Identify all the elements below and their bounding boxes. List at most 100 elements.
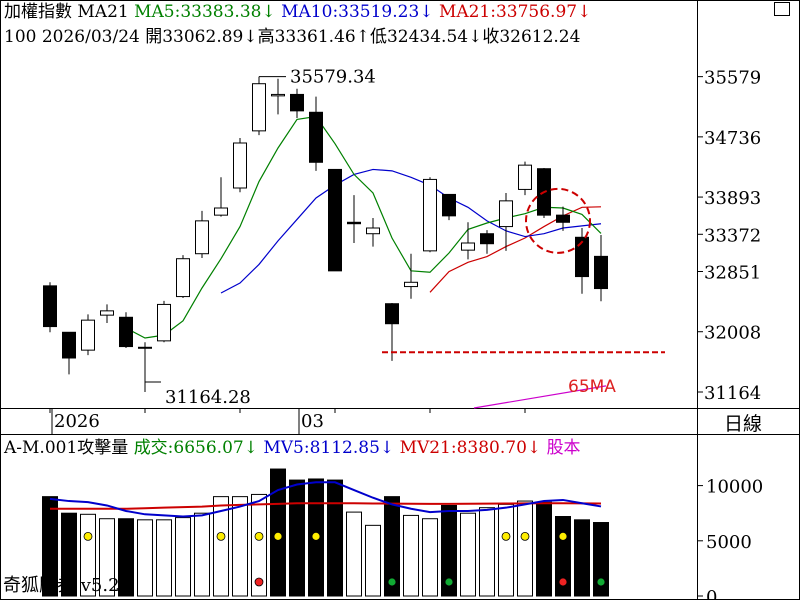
price-tick-label: 34736: [704, 128, 761, 149]
candle-body: [119, 316, 133, 348]
volume-header-item-0: A-M.001攻擊量: [4, 438, 134, 458]
header-item-0: 加權指數 MA21: [4, 2, 135, 22]
volume-header-line: A-M.001攻擊量 成交:6656.07↓ MV5:8112.85↓ MV21…: [4, 438, 581, 458]
ma10-line: [220, 168, 602, 294]
moving-averages: [125, 115, 607, 409]
volume-header-item-4: 股本: [546, 438, 581, 458]
candle-body: [404, 281, 418, 288]
candle-body: [81, 319, 95, 351]
signal-dot: [596, 577, 606, 587]
volume-bar: [384, 496, 400, 597]
volume-bar: [593, 522, 609, 597]
price-axis: 35579 34736 33893 33372 32851 32008 31164: [697, 68, 761, 404]
low-leader: [144, 381, 161, 392]
candle-body: [461, 242, 475, 251]
volume-bar: [327, 479, 343, 597]
price-tick-label: 33893: [704, 188, 761, 209]
volume-bar: [61, 512, 77, 597]
volume-bar: [479, 507, 495, 597]
candle-body: [176, 258, 190, 298]
candle-body: [423, 178, 437, 252]
volume-bar: [574, 519, 590, 597]
candle-body: [575, 236, 589, 278]
candle-body: [157, 303, 171, 342]
candle-body: [252, 83, 266, 132]
volume-header-item-2: MV5:8112.85↓: [263, 438, 400, 458]
volume-bars[interactable]: [42, 468, 609, 597]
candle-body: [271, 93, 285, 97]
date-label: 03: [301, 411, 324, 432]
signal-dot: [273, 531, 283, 541]
candle-body: [214, 207, 228, 216]
candle-body: [290, 93, 304, 112]
volume-bar: [365, 524, 381, 597]
volume-tick-label: 0: [706, 587, 717, 600]
candle-body: [138, 346, 152, 349]
header-item-1: MA5:33383.38↓: [134, 2, 282, 22]
volume-bar: [175, 517, 191, 597]
volume-header: A-M.001攻擊量 成交:6656.07↓ MV5:8112.85↓ MV21…: [4, 438, 581, 458]
candle-body: [442, 193, 456, 217]
price-header: 加權指數 MA21 MA5:33383.38↓ MA10:33519.23↓ M…: [4, 2, 591, 22]
candle-body: [43, 285, 57, 328]
ma5-line: [125, 115, 602, 339]
volume-bar: [498, 503, 514, 597]
candle-body: [328, 168, 342, 272]
price-tick-label: 35579: [704, 68, 761, 89]
candles[interactable]: [43, 76, 608, 392]
signal-dot: [501, 531, 511, 541]
candle-body: [518, 164, 532, 190]
candle-body: [309, 111, 323, 163]
signal-dot: [311, 531, 321, 541]
header-item-3: MA21:33756.97↓: [438, 2, 592, 22]
volume-bar: [403, 514, 419, 597]
candle-body: [100, 310, 114, 316]
volume-bar: [232, 496, 248, 597]
date-label: 2026: [54, 411, 100, 432]
signal-dot: [520, 531, 530, 541]
signal-dot: [558, 531, 568, 541]
volume-axis: 10000 5000 0 奇狐勝券 v5.2: [3, 477, 763, 604]
high-label: 35579.34: [290, 67, 376, 88]
signal-dot: [254, 577, 264, 587]
signal-dot: [558, 577, 568, 587]
volume-bar: [42, 496, 58, 597]
price-tick-label: 31164: [704, 383, 761, 404]
annotations: 35579.34 31164.28 65MA: [144, 67, 665, 408]
price-tick-label: 32851: [704, 263, 761, 284]
volume-bar: [99, 518, 115, 597]
mv21-line: [50, 502, 602, 510]
volume-bar: [194, 512, 210, 597]
volume-bar: [118, 518, 134, 597]
volume-bar: [517, 500, 533, 597]
candle-body: [195, 220, 209, 255]
candle-body: [594, 255, 608, 290]
volume-bar: [289, 479, 305, 597]
price-tick-label: 33372: [704, 225, 761, 246]
candle-body: [62, 331, 76, 359]
header-line1: 加權指數 MA21 MA5:33383.38↓ MA10:33519.23↓ M…: [4, 2, 591, 22]
signal-dot: [444, 577, 454, 587]
volume-tick-label: 5000: [706, 532, 752, 553]
volume-bar: [460, 512, 476, 597]
candle-body: [366, 227, 380, 235]
volume-bar: [441, 504, 457, 597]
candle-body: [385, 303, 399, 325]
ohlc-header: 100 2026/03/24 開33062.89↓高33361.46↑低3243…: [4, 27, 580, 47]
candle-body: [480, 233, 494, 245]
date-axis: 2026 03 日線: [49, 408, 762, 435]
candle-body: [556, 214, 570, 223]
signal-dot: [387, 577, 397, 587]
header-line2: 100 2026/03/24 開33062.89↓高33361.46↑低3243…: [4, 27, 581, 47]
signal-dot: [216, 531, 226, 541]
volume-bar: [536, 501, 552, 597]
window-box-icon[interactable]: [774, 2, 790, 16]
ma65-line: [473, 385, 607, 409]
volume-bar: [213, 496, 229, 597]
price-tick-label: 32008: [704, 323, 761, 344]
volume-header-item-3: MV21:8380.70↓: [399, 438, 547, 458]
low-label: 31164.28: [165, 387, 251, 408]
ma65-label: 65MA: [568, 377, 616, 397]
